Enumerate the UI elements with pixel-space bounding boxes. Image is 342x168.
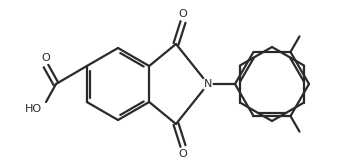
- Text: O: O: [42, 53, 50, 63]
- Text: O: O: [179, 9, 187, 19]
- Text: HO: HO: [25, 104, 42, 114]
- Text: N: N: [204, 79, 212, 89]
- Text: O: O: [179, 149, 187, 159]
